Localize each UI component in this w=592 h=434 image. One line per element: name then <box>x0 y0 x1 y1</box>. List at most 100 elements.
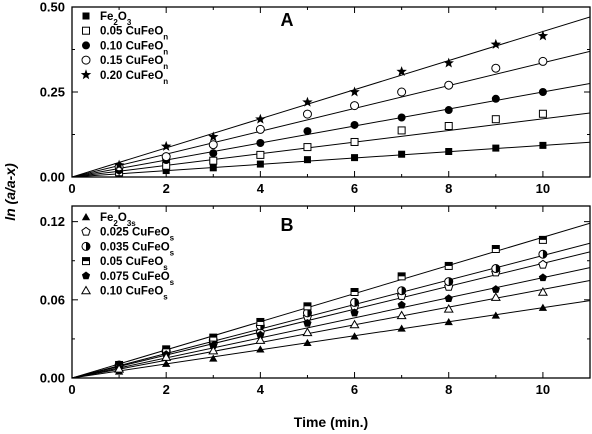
fit-lines <box>72 16 590 177</box>
fit-line-b-2 <box>72 242 590 378</box>
legend-label: 0.10 CuFeOs <box>100 286 168 302</box>
x-tick-label: 10 <box>536 382 550 397</box>
data-point <box>113 159 125 170</box>
data-point <box>539 141 547 149</box>
legend-label: 0.05 CuFeOn <box>100 26 168 42</box>
data-point <box>303 127 312 136</box>
data-point <box>303 338 312 347</box>
legend-marker <box>81 241 91 251</box>
data-point <box>303 143 312 152</box>
data-point <box>303 156 311 164</box>
legend-label: 0.05 CuFeOs <box>100 256 168 272</box>
data-point <box>162 359 171 367</box>
x-tick-label: 8 <box>445 181 452 196</box>
fit-line-a-0 <box>72 141 590 177</box>
legend-label: 0.10 CuFeOn <box>100 40 168 56</box>
data-point <box>256 139 265 147</box>
panel-label: A <box>281 10 294 30</box>
legend-marker <box>81 226 91 236</box>
data-point <box>444 317 453 326</box>
data-point <box>349 86 360 97</box>
data-point <box>349 319 360 329</box>
data-point <box>397 324 406 332</box>
data-point <box>303 318 312 327</box>
legend-marker <box>81 55 91 65</box>
series-b-4 <box>115 273 547 372</box>
legend-item: 0.10 CuFeOn <box>82 40 168 56</box>
data-point <box>538 235 547 244</box>
legend-label: 0.075 CuFeOs <box>100 271 175 287</box>
legend-marker <box>82 257 90 266</box>
data-point <box>491 285 500 293</box>
y-tick-label: 0.00 <box>40 170 65 185</box>
data-point <box>444 294 453 302</box>
data-point <box>397 126 406 135</box>
data-point <box>491 245 500 253</box>
data-point <box>302 109 312 119</box>
data-point <box>444 277 454 287</box>
panel-label: B <box>281 215 294 235</box>
data-point <box>538 259 548 269</box>
y-tick-label: 0.00 <box>40 371 65 386</box>
data-point <box>538 88 547 96</box>
y-axis-title: ln (a/a-x) <box>2 163 18 221</box>
data-point <box>490 292 501 301</box>
data-point <box>256 160 264 168</box>
x-tick-label: 0 <box>68 382 75 397</box>
data-point <box>396 66 407 77</box>
data-point <box>209 149 218 158</box>
data-point <box>256 150 265 159</box>
legend-marker <box>80 285 92 295</box>
x-tick-label: 6 <box>351 382 358 397</box>
fit-line-a-4 <box>72 16 590 177</box>
data-point <box>208 345 219 355</box>
series-b-3 <box>115 235 547 369</box>
fit-line-a-3 <box>72 50 590 177</box>
legend-marker <box>81 213 91 221</box>
legend-item: 0.025 CuFeOs <box>81 226 175 242</box>
data-point <box>350 101 360 111</box>
legend-label: Fe2O3s <box>100 212 136 228</box>
data-point <box>397 300 406 309</box>
series-a-1 <box>115 109 547 177</box>
data-point <box>161 152 171 162</box>
data-point <box>255 113 266 124</box>
x-tick-label: 4 <box>257 382 265 397</box>
series-b-5 <box>114 287 548 373</box>
data-point <box>445 148 453 155</box>
fit-line-a-1 <box>72 112 590 177</box>
x-tick-label: 0 <box>68 181 75 196</box>
y-tick-label: 0.06 <box>40 292 65 307</box>
series-a-3 <box>114 56 548 172</box>
data-point <box>491 311 500 319</box>
data-point <box>492 144 500 152</box>
legend-item: 0.075 CuFeOs <box>81 271 175 287</box>
data-point <box>538 249 548 259</box>
data-point <box>303 302 312 311</box>
x-axis-title: Time (min.) <box>294 414 368 430</box>
data-point <box>491 94 500 103</box>
data-point <box>538 273 547 282</box>
data-point <box>537 287 548 296</box>
y-tick-label: 0.12 <box>40 214 65 229</box>
data-point <box>491 115 500 124</box>
fit-line-a-2 <box>72 83 590 177</box>
fit-line-b-4 <box>72 267 590 378</box>
data-point <box>208 131 219 142</box>
data-point <box>491 264 501 274</box>
data-point <box>256 330 265 339</box>
data-point <box>255 124 265 134</box>
data-point <box>114 363 125 373</box>
y-tick-label: 0.50 <box>40 0 65 15</box>
series-a-4 <box>113 30 549 170</box>
legend-item: 0.05 CuFeOs <box>82 256 168 272</box>
legend-item: Fe2O3 <box>82 11 132 27</box>
data-point <box>398 150 406 158</box>
legend-marker <box>81 271 91 280</box>
data-point <box>397 113 406 122</box>
data-point <box>444 80 454 90</box>
